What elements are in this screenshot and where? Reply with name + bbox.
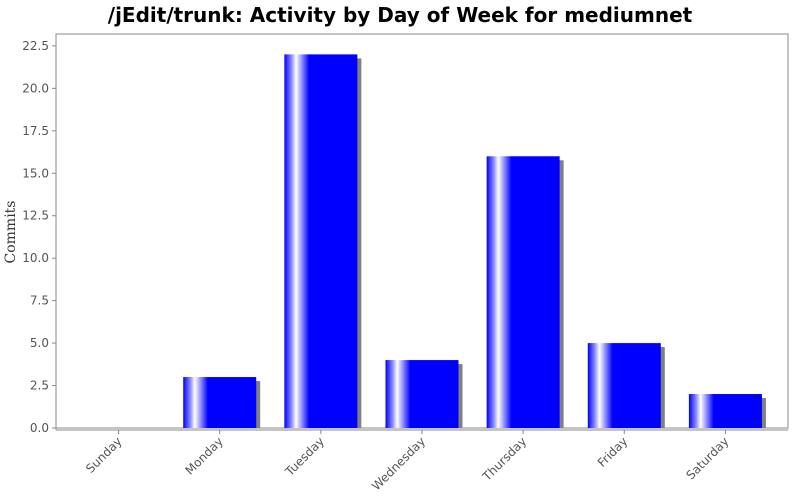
bars xyxy=(183,54,762,429)
x-tick-label-friday: Friday xyxy=(595,434,631,470)
bar-monday xyxy=(183,377,257,428)
x-tick-label-saturday: Saturday xyxy=(683,434,731,482)
bar-saturday xyxy=(688,394,762,428)
y-tick-label: 22.5 xyxy=(22,39,49,53)
y-axis-ticks: 0.0 2.5 5.0 7.5 10.0 12.5 15.0 17.5 20.0 22.5 xyxy=(22,39,56,435)
plot-area: 0.0 2.5 5.0 7.5 10.0 12.5 15.0 17.5 20.0 22.5 Sun… xyxy=(22,33,789,493)
bar-thursday xyxy=(486,156,560,428)
y-tick-label: 5.0 xyxy=(30,336,49,350)
y-tick-label: 2.5 xyxy=(30,379,49,393)
x-tick-label-sunday: Sunday xyxy=(83,434,125,476)
y-tick-label: 12.5 xyxy=(22,209,49,223)
y-tick-label: 15.0 xyxy=(22,166,49,180)
bar-tuesday xyxy=(284,54,358,429)
x-tick-label-monday: Monday xyxy=(182,434,225,477)
y-tick-label: 0.0 xyxy=(30,421,49,435)
x-tick-label-thursday: Thursday xyxy=(479,434,529,484)
x-tick-label-tuesday: Tuesday xyxy=(282,434,327,479)
x-tick-label-wednesday: Wednesday xyxy=(369,434,428,493)
bar-wednesday xyxy=(385,360,459,428)
y-tick-label: 17.5 xyxy=(22,124,49,138)
chart-title: /jEdit/trunk: Activity by Day of Week fo… xyxy=(108,3,693,27)
y-tick-label: 20.0 xyxy=(22,81,49,95)
bar-friday xyxy=(587,343,661,428)
y-tick-label: 7.5 xyxy=(30,294,49,308)
x-axis-ticks: Sunday Monday Tuesday Wednesday Thursday Frid… xyxy=(83,430,732,493)
y-axis-label: Commits xyxy=(3,201,19,264)
y-tick-label: 10.0 xyxy=(22,251,49,265)
